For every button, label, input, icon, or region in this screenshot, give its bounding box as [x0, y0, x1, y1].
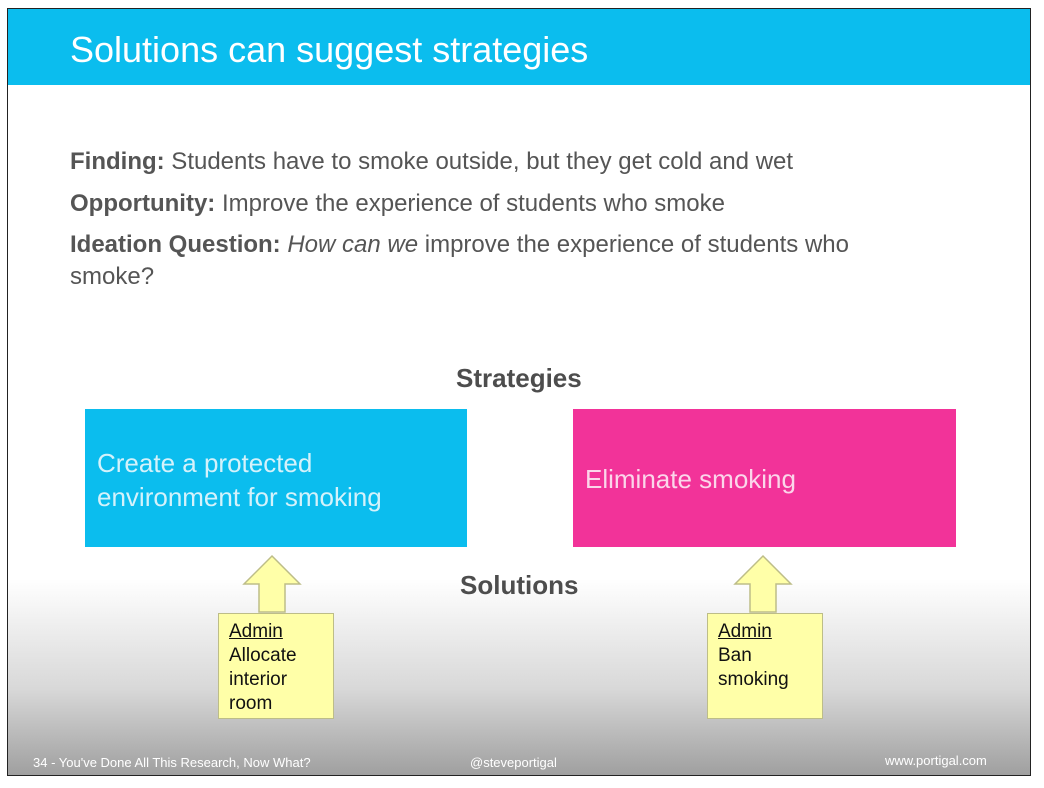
solutions-heading: Solutions	[460, 570, 579, 600]
note-line: interior	[229, 669, 288, 690]
note-line: Ban	[718, 645, 752, 666]
strategy-text-line2: environment for smoking	[97, 482, 382, 512]
opportunity-line: Opportunity: Improve the experience of s…	[70, 188, 970, 220]
finding-text: Students have to smoke outside, but they…	[164, 148, 794, 175]
note-line: Allocate	[229, 645, 297, 666]
slide: Solutions can suggest strategies Finding…	[7, 8, 1031, 776]
strategy-text: Create a protected environment for smokin…	[97, 446, 382, 514]
strategy-box-eliminate-smoking: Eliminate smoking	[573, 409, 956, 547]
strategy-text: Eliminate smoking	[585, 464, 796, 494]
ideation-text: improve the experience of students who	[418, 231, 849, 258]
slide-title: Solutions can suggest strategies	[70, 29, 589, 70]
footer-handle: @steveportigal	[470, 755, 557, 770]
ideation-text-2: smoke?	[70, 263, 155, 290]
solution-note-allocate-room: Admin Allocate interior room	[218, 613, 334, 719]
opportunity-text: Improve the experience of students who s…	[215, 190, 725, 217]
ideation-line: Ideation Question: How can we improve th…	[70, 229, 970, 293]
ideation-label: Ideation Question:	[70, 231, 281, 258]
finding-label: Finding:	[70, 148, 165, 175]
strategy-text-line1: Create a protected	[97, 448, 313, 478]
footer-slide-number: 34 - You've Done All This Research, Now …	[33, 755, 311, 770]
note-line: smoking	[718, 669, 789, 690]
finding-line: Finding: Students have to smoke outside,…	[70, 146, 970, 178]
opportunity-label: Opportunity:	[70, 190, 216, 217]
solution-note-ban-smoking: Admin Ban smoking	[707, 613, 823, 719]
up-arrow-icon	[733, 554, 793, 613]
note-line: room	[229, 693, 273, 714]
note-heading: Admin	[229, 621, 283, 642]
up-arrow-icon	[242, 554, 302, 613]
footer-website: www.portigal.com	[885, 753, 987, 768]
title-bar: Solutions can suggest strategies	[8, 9, 1030, 85]
ideation-italic: How can we	[287, 231, 419, 258]
note-heading: Admin	[718, 621, 772, 642]
strategy-box-protected-environment: Create a protected environment for smokin…	[85, 409, 467, 547]
strategies-heading: Strategies	[456, 363, 582, 393]
